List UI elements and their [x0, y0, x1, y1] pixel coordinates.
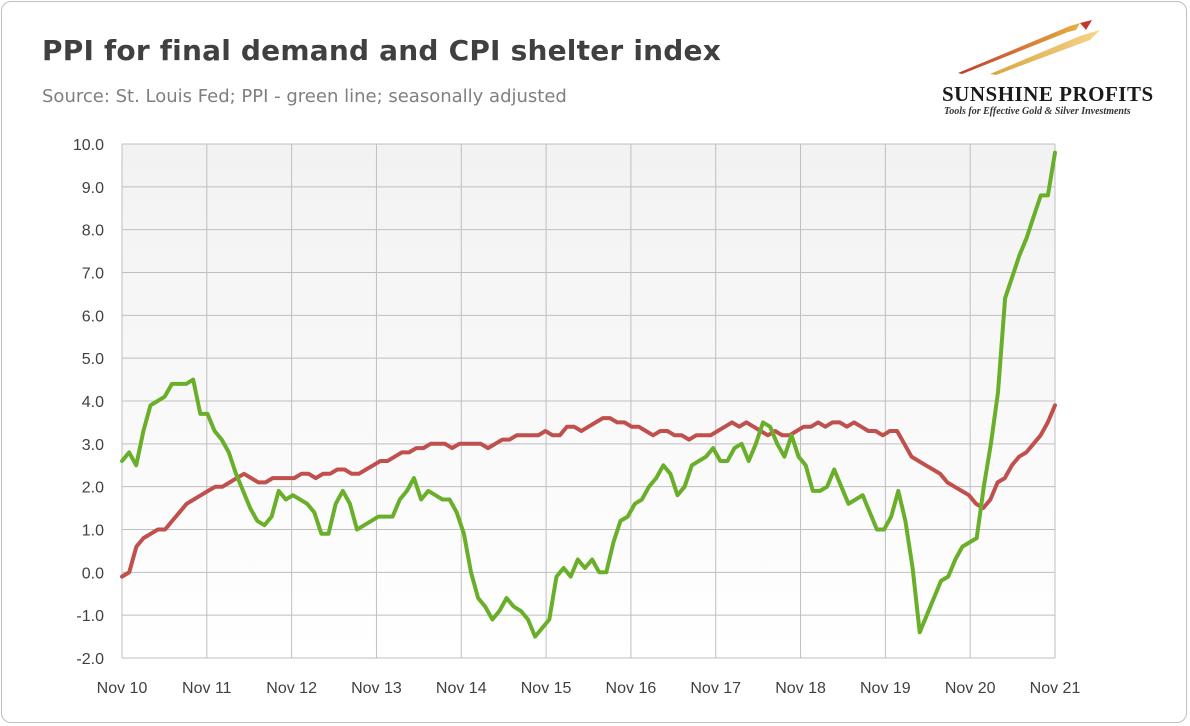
y-tick-label: -1.0: [76, 608, 104, 625]
x-tick-label: Nov 11: [182, 680, 232, 697]
y-tick-label: 6.0: [82, 308, 104, 325]
logo-name: SUNSHINE PROFITS: [942, 82, 1154, 106]
y-tick-label: 8.0: [82, 223, 104, 240]
y-tick-label: 10.0: [73, 137, 104, 154]
sunshine-profits-logo: SUNSHINE PROFITS Tools for Effective Gol…: [930, 18, 1170, 118]
y-tick-label: 2.0: [82, 480, 104, 497]
y-tick-label: 3.0: [82, 437, 104, 454]
y-tick-label: 1.0: [82, 523, 104, 540]
gridlines: [121, 143, 1056, 659]
logo-tagline: Tools for Effective Gold & Silver Invest…: [944, 106, 1131, 117]
series-lines: [120, 150, 1057, 639]
chart-subtitle: Source: St. Louis Fed; PPI - green line;…: [42, 86, 567, 107]
x-tick-label: Nov 16: [606, 680, 657, 697]
ppi-series-line: [120, 150, 1057, 639]
x-tick-label: Nov 17: [690, 680, 741, 697]
logo-arrow-icon: [958, 20, 1100, 75]
chart-title: PPI for final demand and CPI shelter ind…: [42, 34, 721, 67]
y-axis: 10.0 9.0 8.0 7.0 6.0 5.0 4.0 3.0 2.0 1.0 0.0 -1.0 -2…: [73, 137, 104, 668]
y-tick-label: 5.0: [82, 351, 104, 368]
x-tick-label: Nov 10: [97, 680, 148, 697]
x-axis: Nov 10 Nov 11 Nov 12 Nov 13 Nov 14 Nov 15 Nov …: [97, 680, 1081, 697]
y-tick-label: 7.0: [82, 266, 104, 283]
x-tick-label: Nov 13: [351, 680, 402, 697]
x-tick-label: Nov 14: [436, 680, 487, 697]
x-tick-label: Nov 20: [945, 680, 996, 697]
x-tick-label: Nov 12: [266, 680, 317, 697]
x-tick-label: Nov 15: [521, 680, 572, 697]
y-tick-label: 9.0: [82, 180, 104, 197]
x-tick-label: Nov 18: [775, 680, 826, 697]
y-tick-label: 0.0: [82, 565, 104, 582]
x-tick-label: Nov 21: [1030, 680, 1081, 697]
y-tick-label: 4.0: [82, 394, 104, 411]
x-tick-label: Nov 19: [860, 680, 911, 697]
shelter-series-line: [120, 403, 1057, 579]
y-tick-label: -2.0: [76, 651, 104, 668]
